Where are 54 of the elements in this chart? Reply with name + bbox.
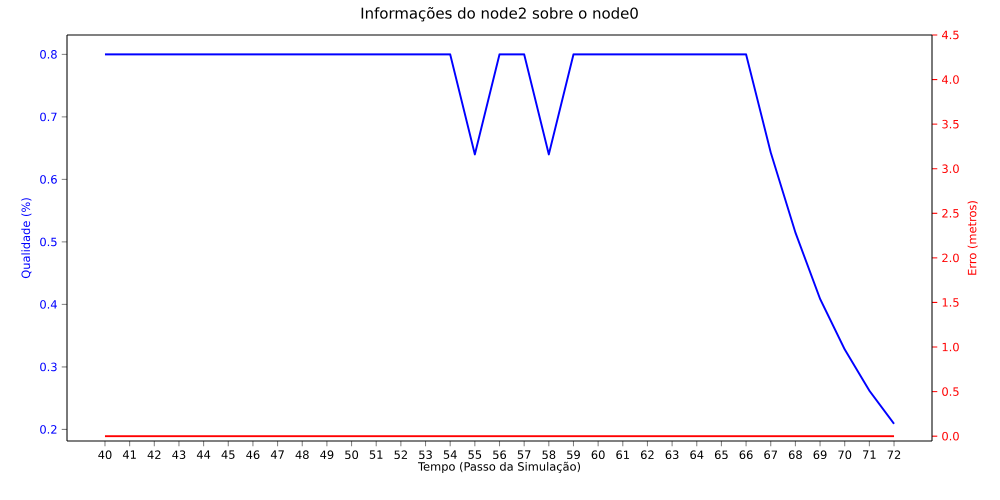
x-tick-label: 55 — [468, 450, 482, 459]
x-tick-label: 57 — [518, 450, 530, 459]
x-tick-label: 45 — [222, 450, 235, 459]
y2-tick-label: 0.0 — [942, 432, 959, 440]
x-axis-title: Tempo (Passo da Simulação) — [418, 462, 580, 473]
y2-tick-label: 1.5 — [942, 298, 959, 307]
x-tick-label: 59 — [567, 450, 580, 460]
y2-tick-label: 0.5 — [942, 387, 959, 396]
x-tick-label: 67 — [764, 450, 778, 460]
x-tick-label: 44 — [196, 450, 210, 459]
y2-tick-label: 2.0 — [942, 254, 959, 262]
x-tick-label: 46 — [246, 450, 260, 460]
x-tick-label: 53 — [419, 450, 432, 460]
y-tick-label: 0.3 — [40, 362, 57, 372]
y-tick-label: 0.8 — [40, 50, 57, 59]
x-tick-label: 69 — [814, 450, 826, 460]
x-tick-label: 43 — [172, 450, 186, 460]
x-tick-label: 65 — [714, 450, 728, 460]
x-tick-label: 61 — [616, 450, 629, 460]
chart-title: Informações do node2 sobre o node0 — [362, 6, 638, 22]
x-tick-label: 64 — [690, 450, 704, 460]
y-tick-label: 0.5 — [40, 238, 57, 246]
x-tick-label: 49 — [320, 450, 334, 460]
y2-tick-label: 3.0 — [942, 164, 959, 174]
x-tick-label: 51 — [370, 450, 382, 459]
x-tick-label: 62 — [640, 450, 654, 460]
y-tick-label: 0.2 — [40, 425, 56, 434]
x-tick-label: 40 — [98, 450, 112, 460]
x-tick-label: 66 — [740, 450, 753, 460]
y-tick-label: 0.7 — [40, 112, 57, 122]
y-tick-label: 0.4 — [40, 300, 57, 309]
x-tick-label: 41 — [122, 450, 136, 459]
x-tick-label: 70 — [838, 450, 852, 460]
x-tick-label: 58 — [542, 450, 556, 460]
x-tick-label: 52 — [394, 450, 407, 460]
y2-axis-title: Erro (metros) — [968, 201, 978, 275]
y2-tick-label: 4.5 — [942, 30, 959, 40]
y2-tick-label: 2.5 — [942, 208, 959, 218]
x-tick-label: 54 — [444, 450, 457, 459]
x-tick-label: 50 — [345, 450, 358, 460]
y2-tick-label: 1.0 — [942, 342, 959, 352]
x-tick-label: 42 — [148, 450, 160, 459]
x-tick-label: 56 — [493, 450, 506, 460]
y-axis-title: Qualidade (%) — [21, 198, 32, 278]
x-tick-label: 48 — [296, 450, 309, 460]
x-tick-label: 72 — [888, 450, 900, 459]
x-tick-label: 68 — [788, 450, 802, 460]
x-tick-label: 47 — [270, 450, 284, 459]
x-tick-label: 71 — [863, 450, 876, 459]
y2-tick-label: 3.5 — [942, 120, 959, 128]
x-tick-label: 60 — [592, 450, 605, 460]
y-tick-label: 0.6 — [40, 175, 57, 184]
x-tick-label: 63 — [666, 450, 678, 460]
y2-tick-label: 4.0 — [942, 75, 959, 84]
